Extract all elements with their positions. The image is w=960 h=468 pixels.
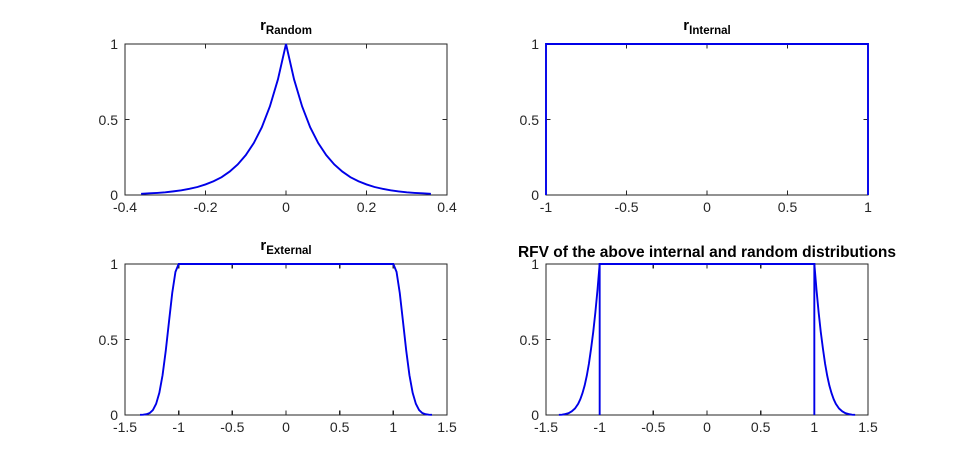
x-tick-label: 1	[389, 419, 398, 435]
x-tick-label: -0.5	[220, 419, 245, 435]
axes-rfv	[545, 263, 869, 416]
x-tick-label: -0.4	[112, 199, 138, 215]
y-tick-label: 0	[110, 187, 118, 203]
x-tick-label: -1	[172, 419, 185, 435]
title-main-text: r	[683, 17, 690, 34]
axes-box-r-internal	[545, 43, 869, 196]
x-tick-label: -1.5	[112, 419, 138, 435]
axes-r-internal	[545, 43, 869, 196]
axes-box-r-random	[124, 43, 448, 196]
y-tick-label: 0.5	[519, 331, 539, 348]
y-tick-label: 1	[110, 256, 118, 272]
y-tick-label: 1	[531, 256, 539, 272]
x-tick-label: 1	[810, 419, 819, 435]
y-tick-label: 0.5	[98, 331, 118, 348]
y-tick-label: 0.5	[98, 111, 118, 128]
y-tick-label: 1	[110, 36, 118, 52]
x-tick-label: 1.5	[437, 419, 457, 435]
x-tick-label: 0.5	[750, 419, 771, 435]
x-tick-label: 0	[282, 199, 290, 215]
title-main-text: RFV of the above internal and random dis…	[517, 244, 897, 261]
x-tick-label: 0	[703, 419, 711, 435]
axes-r-external	[124, 263, 448, 416]
x-tick-label: 1.5	[858, 419, 878, 435]
title-subscript-text: Random	[265, 25, 312, 37]
x-tick-label: 0.5	[777, 199, 798, 215]
curve-random-distribution	[141, 43, 431, 195]
curve-external-distribution	[139, 263, 433, 416]
curve-internal-distribution	[545, 43, 869, 195]
x-tick-label: -0.5	[614, 199, 639, 215]
y-tick-label: 0.5	[519, 111, 539, 128]
x-tick-label: -1.5	[533, 419, 559, 435]
x-tick-label: 0.2	[356, 199, 377, 215]
axes-r-random	[124, 43, 448, 196]
y-tick-label: 0	[110, 407, 118, 423]
y-tick-label: 0	[531, 407, 539, 423]
y-tick-label: 0	[531, 187, 539, 203]
x-tick-label: -1	[593, 419, 606, 435]
x-tick-label: 0	[282, 419, 290, 435]
subplot-title-rfv: RFV of the above internal and random dis…	[518, 244, 896, 263]
title-main-text: r	[260, 237, 267, 254]
axes-box-rfv	[545, 263, 869, 416]
subplot-title-r-internal: rInternal	[683, 17, 731, 37]
x-tick-label: 0	[703, 199, 711, 215]
x-tick-label: 1	[864, 199, 872, 215]
title-subscript-text: External	[266, 245, 312, 257]
x-tick-label: -0.5	[641, 419, 666, 435]
x-tick-label: 0.5	[329, 419, 350, 435]
x-tick-label: 0.4	[437, 199, 457, 215]
subplot-title-r-external: rExternal	[260, 237, 312, 257]
subplot-title-r-random: rRandom	[260, 17, 312, 37]
curve-rfv-external-boundary	[558, 263, 856, 416]
x-tick-label: -1	[539, 199, 553, 215]
title-subscript-text: Internal	[689, 25, 731, 37]
x-tick-label: -0.2	[193, 199, 218, 215]
curve-rfv-internal-boundary	[598, 263, 816, 415]
title-main-text: r	[260, 17, 266, 34]
y-tick-label: 1	[531, 36, 539, 52]
